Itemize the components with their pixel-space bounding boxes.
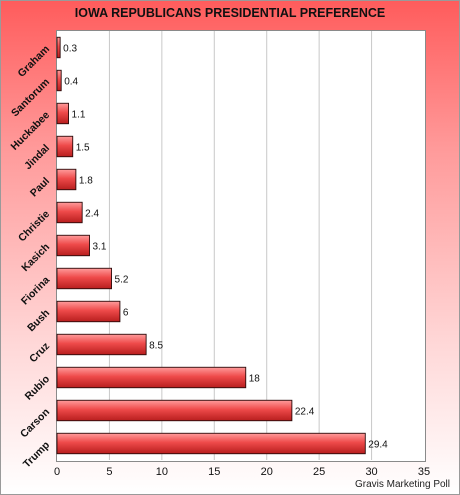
grid-lines (108, 31, 373, 460)
data-label: 3.1 (93, 242, 107, 253)
x-tick-label: 10 (156, 466, 168, 478)
category-label: Christie (16, 208, 52, 244)
plot-area (56, 30, 426, 462)
data-label: 1.1 (72, 110, 86, 121)
source-note: Gravis Marketing Poll (354, 479, 450, 490)
bar (56, 102, 69, 125)
category-label: Paul (28, 175, 52, 199)
category-label: Kasich (19, 241, 52, 274)
data-label: 1.8 (79, 176, 93, 187)
x-tick-label: 5 (106, 466, 112, 478)
category-label: Graham (16, 43, 53, 80)
x-tick-label: 25 (313, 466, 325, 478)
x-tick-label: 15 (208, 466, 220, 478)
bar (56, 69, 62, 92)
data-label: 0.4 (64, 77, 78, 88)
data-label: 29.4 (368, 440, 388, 451)
chart-title: IOWA REPUBLICANS PRESIDENTIAL PREFERENCE (74, 6, 386, 20)
x-tick-labels: 0 5 10 15 20 25 30 35 (54, 466, 430, 478)
category-label: Trump (21, 439, 52, 470)
bar (56, 135, 74, 158)
category-label: Cruz (27, 340, 52, 365)
x-tick-label: 0 (54, 466, 60, 478)
x-tick-label: 35 (418, 466, 430, 478)
category-label: Fiorina (19, 274, 52, 307)
data-label: 5.2 (115, 275, 129, 286)
bar (56, 201, 83, 224)
x-tick-label: 30 (365, 466, 377, 478)
category-label: Jindal (22, 142, 52, 172)
data-label: 1.5 (76, 143, 90, 154)
bar (56, 300, 121, 323)
bar (56, 36, 61, 59)
x-tick-label: 20 (261, 466, 273, 478)
category-label: Carson (18, 406, 52, 440)
data-label: 2.4 (85, 209, 99, 220)
bar (56, 432, 366, 455)
data-label: 22.4 (295, 407, 315, 418)
category-label: Rubio (23, 373, 53, 403)
data-label: 8.5 (149, 341, 163, 352)
data-label: 0.3 (63, 44, 77, 55)
bar (56, 399, 293, 422)
bar (56, 366, 247, 389)
data-label: 6 (123, 308, 129, 319)
bars: 0.3 0.4 1.1 1.5 1.8 2.4 3.1 5.2 6 8.5 18 22.4 29.4 (56, 36, 388, 455)
data-label: 18 (249, 374, 261, 385)
bar (56, 333, 147, 356)
category-label: Bush (25, 307, 52, 334)
bar (56, 234, 90, 257)
category-labels: GrahamSantorumHuckabeeJindalPaulChristie… (9, 43, 53, 470)
bar (56, 168, 77, 191)
bar (56, 267, 112, 290)
